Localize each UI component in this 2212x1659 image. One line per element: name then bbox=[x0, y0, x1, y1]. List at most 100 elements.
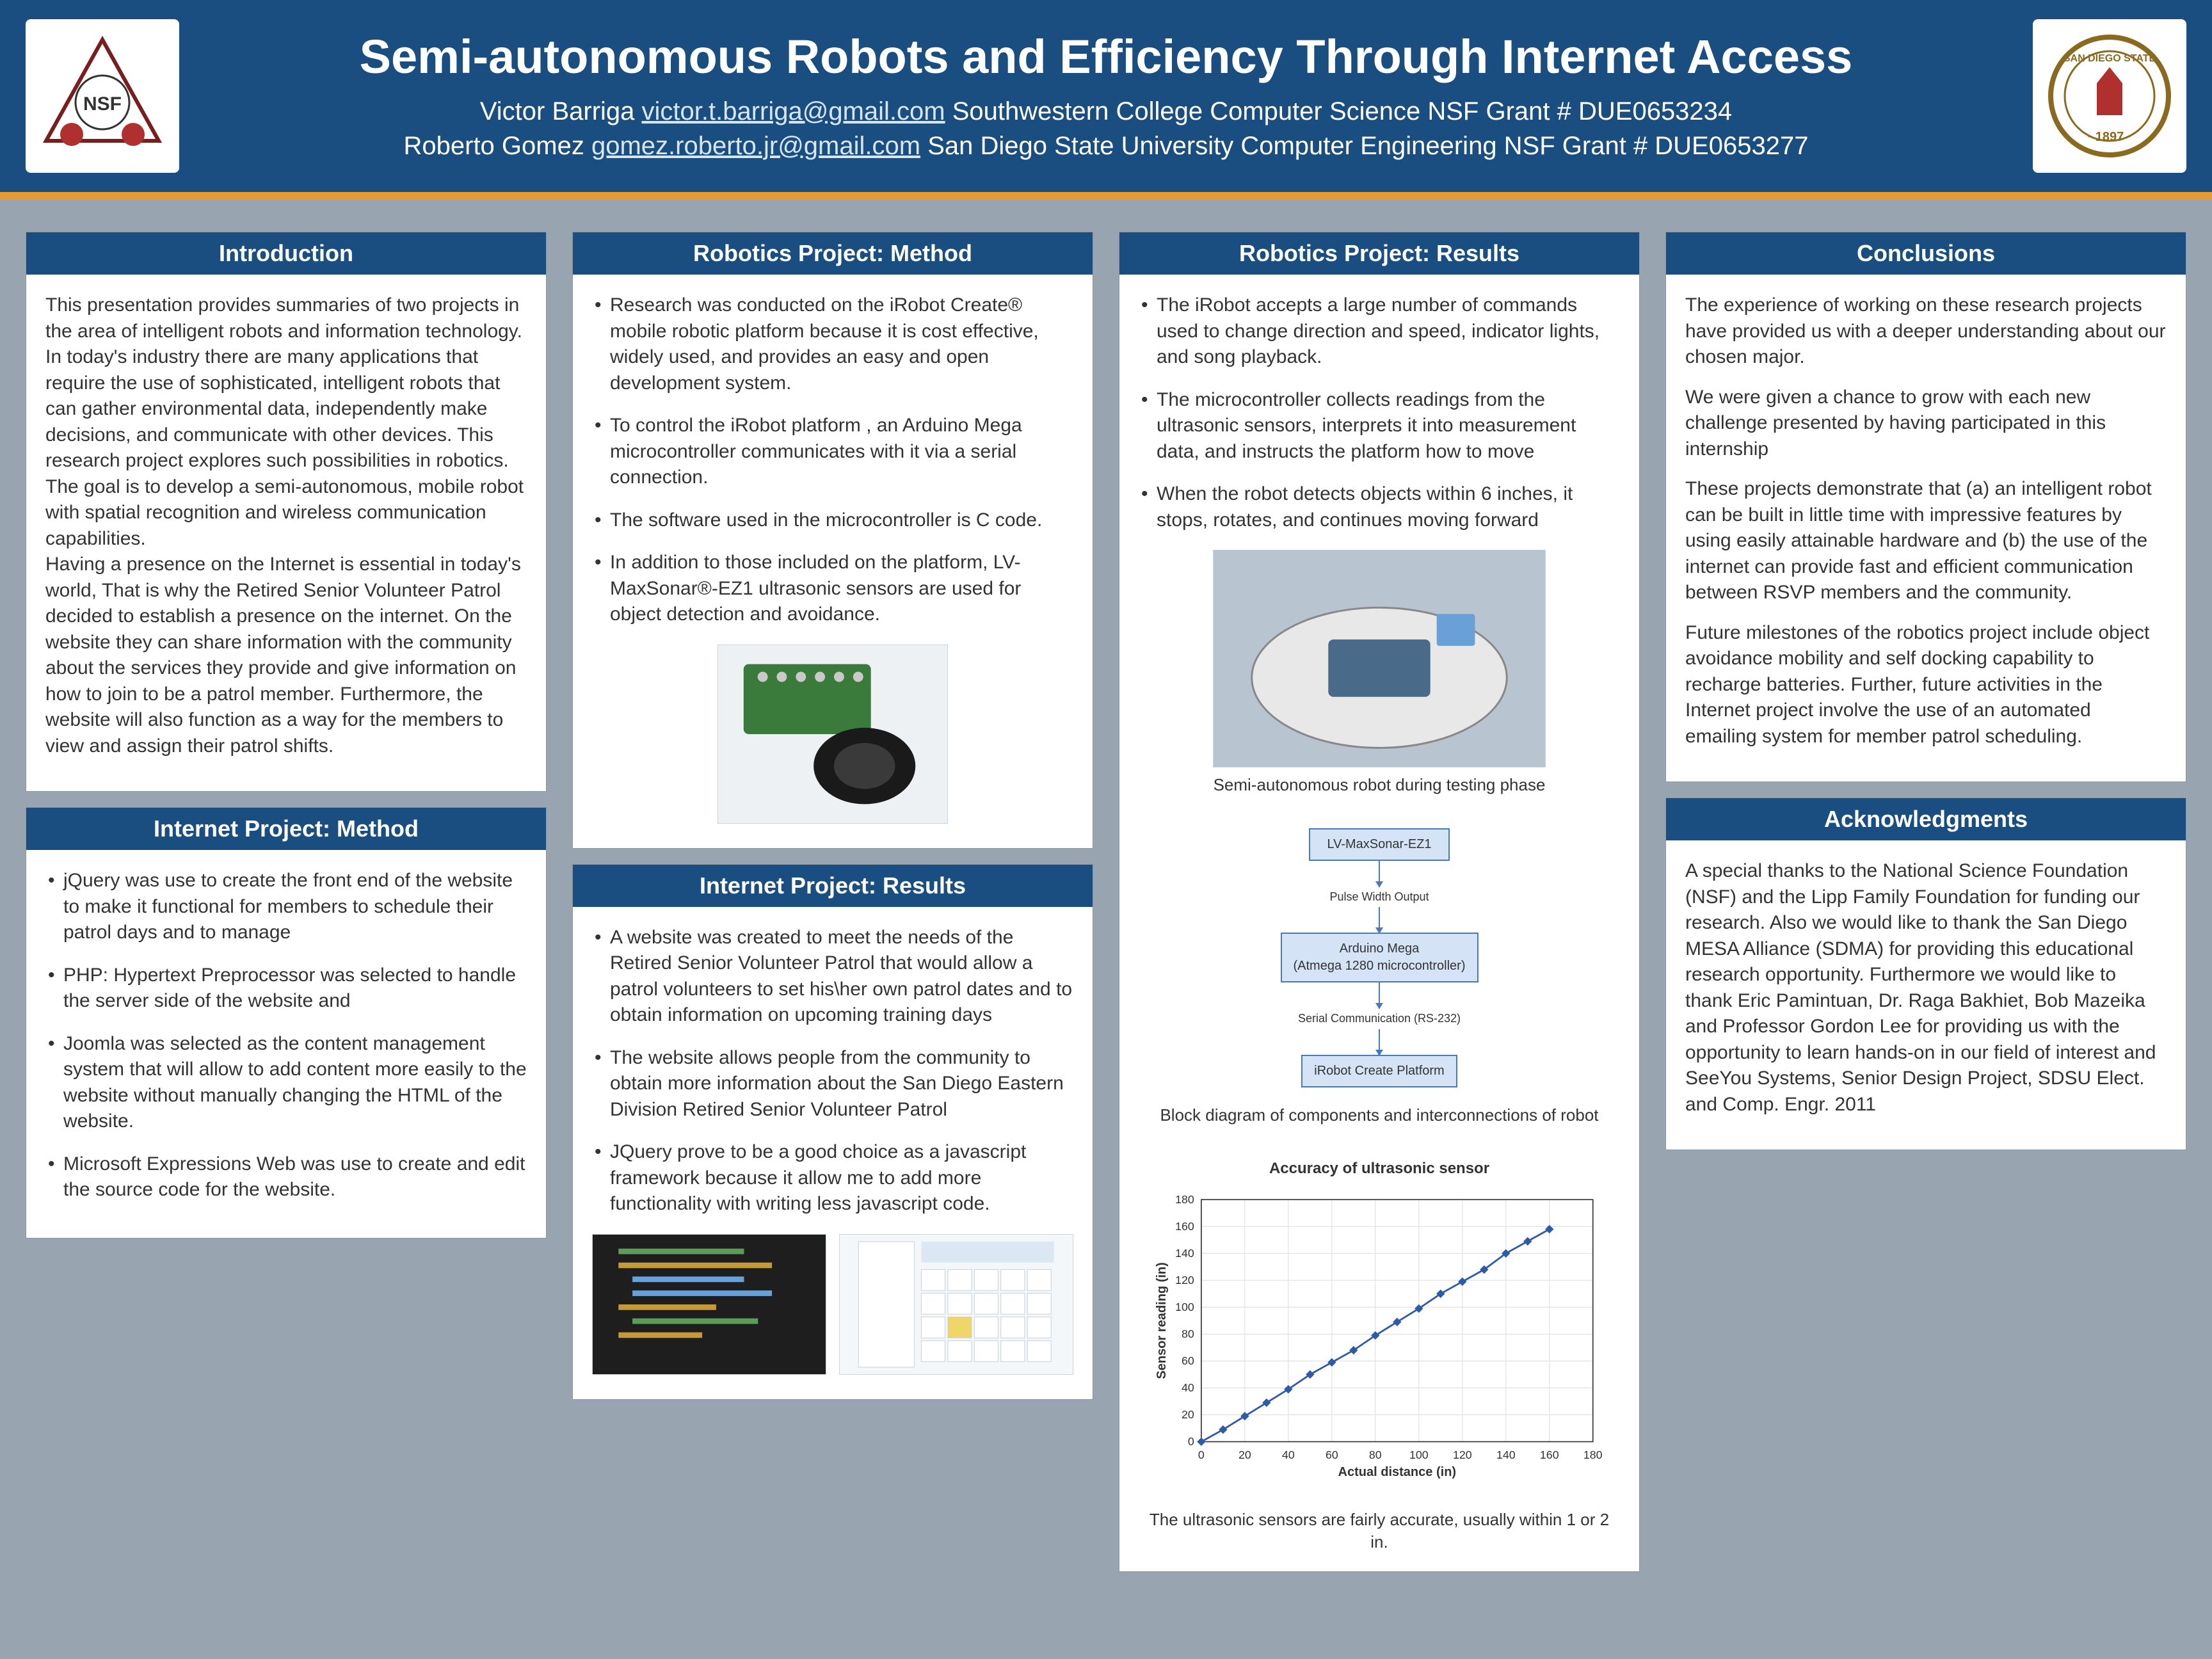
panel-body: The experience of working on these resea… bbox=[1666, 275, 2186, 781]
panel-body: Research was conducted on the iRobot Cre… bbox=[573, 275, 1093, 848]
conclusion-para: We were given a chance to grow with each… bbox=[1685, 385, 2167, 463]
author2-affil: San Diego State University Computer Engi… bbox=[927, 132, 1808, 160]
panel-title: Robotics Project: Results bbox=[1119, 232, 1639, 275]
list-item: PHP: Hypertext Preprocessor was selected… bbox=[45, 963, 527, 1014]
svg-text:0: 0 bbox=[1198, 1448, 1205, 1461]
svg-text:Actual distance (in): Actual distance (in) bbox=[1338, 1465, 1457, 1479]
robot-photo bbox=[1213, 550, 1546, 767]
svg-text:40: 40 bbox=[1182, 1381, 1194, 1394]
column-4: Conclusions The experience of working on… bbox=[1665, 232, 2186, 1572]
svg-text:20: 20 bbox=[1182, 1408, 1194, 1421]
svg-text:Sensor reading (in): Sensor reading (in) bbox=[1155, 1262, 1169, 1379]
list-item: A website was created to meet the needs … bbox=[592, 925, 1073, 1029]
svg-text:140: 140 bbox=[1175, 1247, 1194, 1260]
svg-text:180: 180 bbox=[1583, 1448, 1603, 1461]
accuracy-chart-svg: 0204060801001201401601800204060801001201… bbox=[1151, 1185, 1607, 1484]
svg-text:60: 60 bbox=[1326, 1448, 1338, 1461]
screenshot-code bbox=[592, 1234, 826, 1375]
list-item: Joomla was selected as the content manag… bbox=[45, 1031, 527, 1135]
svg-text:80: 80 bbox=[1182, 1327, 1194, 1340]
panel-title: Acknowledgments bbox=[1666, 798, 2186, 840]
bd-arrow bbox=[1379, 861, 1380, 886]
poster-header: NSF Semi-autonomous Robots and Efficienc… bbox=[0, 0, 2212, 200]
svg-text:100: 100 bbox=[1175, 1301, 1194, 1313]
internet-results-list: A website was created to meet the needs … bbox=[592, 925, 1073, 1217]
block-diagram: LV-MaxSonar-EZ1 Pulse Width Output Ardui… bbox=[1139, 815, 1620, 1100]
panel-internet-method: Internet Project: Method jQuery was use … bbox=[26, 807, 547, 1238]
svg-text:0: 0 bbox=[1188, 1435, 1194, 1448]
svg-text:120: 120 bbox=[1175, 1274, 1194, 1286]
list-item: The website allows people from the commu… bbox=[592, 1045, 1073, 1123]
poster-columns: Introduction This presentation provides … bbox=[0, 200, 2212, 1610]
svg-text:160: 160 bbox=[1175, 1220, 1194, 1233]
column-1: Introduction This presentation provides … bbox=[26, 232, 547, 1572]
author1-name: Victor Barriga bbox=[480, 97, 635, 125]
author1-email-link[interactable]: victor.t.barriga@gmail.com bbox=[642, 97, 945, 125]
internet-method-list: jQuery was use to create the front end o… bbox=[45, 868, 527, 1203]
svg-text:SAN DIEGO STATE: SAN DIEGO STATE bbox=[2064, 53, 2156, 64]
svg-text:NSF: NSF bbox=[83, 93, 122, 115]
column-2: Robotics Project: Method Research was co… bbox=[572, 232, 1093, 1572]
bd-arrow bbox=[1379, 907, 1380, 933]
bd-node-irobot: iRobot Create Platform bbox=[1301, 1055, 1457, 1087]
bd-arrow bbox=[1379, 1029, 1380, 1055]
bd-arrow bbox=[1379, 982, 1380, 1008]
svg-text:40: 40 bbox=[1282, 1448, 1295, 1461]
list-item: To control the iRobot platform , an Ardu… bbox=[592, 413, 1073, 491]
bd-node-sensor: LV-MaxSonar-EZ1 bbox=[1309, 828, 1450, 861]
robot-photo-caption: Semi-autonomous robot during testing pha… bbox=[1139, 774, 1620, 796]
accuracy-chart: Accuracy of ultrasonic sensor 0204060801… bbox=[1139, 1146, 1620, 1505]
robotics-method-list: Research was conducted on the iRobot Cre… bbox=[592, 293, 1073, 628]
panel-title: Internet Project: Method bbox=[26, 808, 546, 850]
svg-text:80: 80 bbox=[1369, 1448, 1382, 1461]
author2-name: Roberto Gomez bbox=[404, 132, 584, 160]
svg-text:120: 120 bbox=[1453, 1448, 1472, 1461]
panel-title: Conclusions bbox=[1666, 232, 2186, 275]
chart-caption: The ultrasonic sensors are fairly accura… bbox=[1139, 1509, 1620, 1553]
list-item: The iRobot accepts a large number of com… bbox=[1139, 293, 1620, 371]
conclusion-para: These projects demonstrate that (a) an i… bbox=[1685, 476, 2167, 606]
panel-robotics-method: Robotics Project: Method Research was co… bbox=[572, 232, 1093, 849]
author2-email-link[interactable]: gomez.roberto.jr@gmail.com bbox=[591, 132, 920, 160]
conclusion-para: The experience of working on these resea… bbox=[1685, 293, 2167, 371]
screenshot-calendar bbox=[839, 1234, 1073, 1375]
panel-introduction: Introduction This presentation provides … bbox=[26, 232, 547, 792]
sensor-image bbox=[717, 645, 948, 824]
column-3: Robotics Project: Results The iRobot acc… bbox=[1119, 232, 1640, 1572]
panel-body: A special thanks to the National Science… bbox=[1666, 840, 2186, 1150]
ack-text: A special thanks to the National Science… bbox=[1685, 858, 2167, 1118]
panel-title: Internet Project: Results bbox=[573, 865, 1093, 907]
list-item: Research was conducted on the iRobot Cre… bbox=[592, 293, 1073, 396]
conclusion-para: Future milestones of the robotics projec… bbox=[1685, 620, 2167, 750]
panel-internet-results: Internet Project: Results A website was … bbox=[572, 864, 1093, 1400]
svg-text:140: 140 bbox=[1496, 1448, 1516, 1461]
list-item: When the robot detects objects within 6 … bbox=[1139, 481, 1620, 533]
bd-edge-label: Pulse Width Output bbox=[1145, 889, 1614, 904]
svg-text:60: 60 bbox=[1182, 1354, 1194, 1367]
panel-title: Introduction bbox=[26, 232, 546, 275]
poster-title: Semi-autonomous Robots and Efficiency Th… bbox=[205, 29, 2007, 84]
logo-nsf: NSF bbox=[26, 19, 179, 173]
panel-robotics-results: Robotics Project: Results The iRobot acc… bbox=[1119, 232, 1640, 1572]
list-item: In addition to those included on the pla… bbox=[592, 550, 1073, 628]
panel-title: Robotics Project: Method bbox=[573, 232, 1093, 275]
author1-affil: Southwestern College Computer Science NS… bbox=[952, 97, 1732, 125]
block-diagram-caption: Block diagram of components and intercon… bbox=[1139, 1104, 1620, 1126]
author-line-2: Roberto Gomez gomez.roberto.jr@gmail.com… bbox=[205, 129, 2007, 163]
svg-text:160: 160 bbox=[1540, 1448, 1559, 1461]
panel-body: A website was created to meet the needs … bbox=[573, 907, 1093, 1399]
bd-edge-label: Serial Communication (RS-232) bbox=[1145, 1011, 1614, 1026]
panel-body: jQuery was use to create the front end o… bbox=[26, 850, 546, 1238]
svg-text:· 1897 ·: · 1897 · bbox=[2088, 130, 2132, 144]
bd-node-arduino: Arduino Mega (Atmega 1280 microcontrolle… bbox=[1281, 933, 1479, 982]
list-item: JQuery prove to be a good choice as a ja… bbox=[592, 1139, 1073, 1217]
list-item: jQuery was use to create the front end o… bbox=[45, 868, 527, 946]
list-item: The software used in the microcontroller… bbox=[592, 508, 1073, 534]
robotics-results-list: The iRobot accepts a large number of com… bbox=[1139, 293, 1620, 533]
website-screenshots bbox=[592, 1234, 1073, 1381]
svg-text:180: 180 bbox=[1175, 1193, 1194, 1206]
panel-acknowledgments: Acknowledgments A special thanks to the … bbox=[1665, 797, 2186, 1150]
list-item: Microsoft Expressions Web was use to cre… bbox=[45, 1151, 527, 1203]
panel-body: The iRobot accepts a large number of com… bbox=[1119, 275, 1639, 1571]
svg-text:100: 100 bbox=[1409, 1448, 1429, 1461]
